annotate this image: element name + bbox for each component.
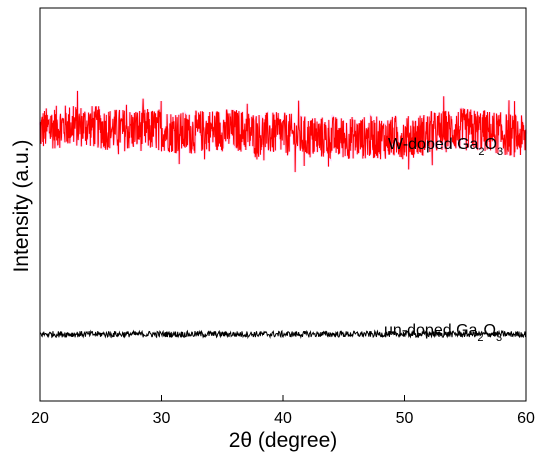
x-tick-label: 30 (153, 410, 171, 427)
series-traces (38, 90, 528, 340)
x-tick-label: 20 (31, 410, 49, 427)
plot-frame (39, 7, 527, 402)
x-axis-ticks: 20 30 40 50 60 (31, 395, 535, 427)
x-tick-label: 50 (396, 410, 414, 427)
x-tick-label: 40 (274, 410, 292, 427)
series-label-w-doped: W-doped Ga2O3 (388, 136, 503, 158)
series-line-0 (39, 90, 527, 173)
x-axis-label: 2θ (degree) (229, 429, 338, 452)
y-axis-label: Intensity (a.u.) (10, 139, 33, 272)
series-label-un-doped: un-doped Ga2O3 (384, 322, 502, 344)
x-tick-label: 60 (517, 410, 535, 427)
series-line-1 (39, 329, 527, 340)
